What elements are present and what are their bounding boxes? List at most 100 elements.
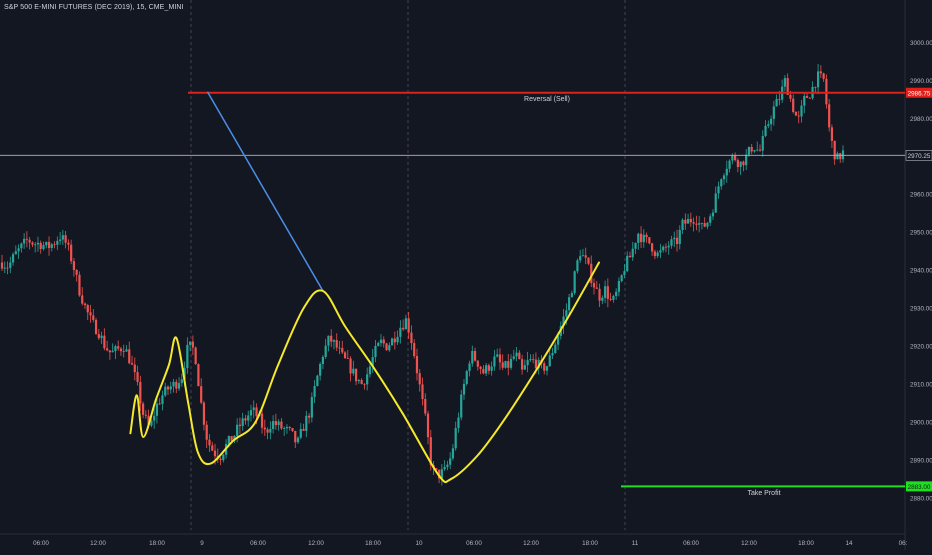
x-tick-label: 18:00 <box>798 540 814 547</box>
candle-body <box>789 94 792 99</box>
candle-body <box>512 356 515 359</box>
y-tick-label: 2910.00 <box>910 381 932 388</box>
candle-body <box>285 427 289 429</box>
candle-body <box>208 439 211 446</box>
candle-body <box>482 368 485 374</box>
candle-body <box>797 115 800 117</box>
candle-body <box>568 297 571 311</box>
x-tick-label: 18:00 <box>582 540 598 547</box>
candle-body <box>352 368 355 374</box>
candle-body <box>645 234 648 238</box>
candle-body <box>150 420 153 426</box>
candle-body <box>17 248 20 252</box>
candle-body <box>222 454 225 461</box>
candle-body <box>252 407 255 411</box>
candle-body <box>504 361 507 368</box>
candle-body <box>368 366 372 375</box>
candle-body <box>42 245 45 250</box>
candle-body <box>244 418 247 421</box>
candle-body <box>487 365 490 371</box>
candle-body <box>590 263 593 284</box>
x-tick-label: 12:00 <box>523 540 539 547</box>
candle-body <box>656 252 659 257</box>
candle-body <box>34 244 37 246</box>
x-tick-label: 06: <box>899 540 908 547</box>
candle-body <box>363 383 366 385</box>
candle-body <box>349 358 352 374</box>
candle-body <box>490 366 493 371</box>
take-profit-label: Take Profit <box>747 490 780 497</box>
price-tag <box>905 150 932 161</box>
candles-group <box>0 63 845 486</box>
candle-body <box>202 402 206 425</box>
candle-body <box>36 242 40 245</box>
candle-body <box>573 271 576 294</box>
candle-body <box>601 297 604 301</box>
candle-body <box>424 399 427 414</box>
candle-body <box>327 335 330 346</box>
candle-body <box>717 186 720 194</box>
candle-body <box>576 260 579 272</box>
candle-body <box>609 298 612 300</box>
candle-body <box>335 340 338 348</box>
x-tick-label: 14 <box>845 540 853 547</box>
candle-body <box>407 318 410 333</box>
y-tick-label: 2960.00 <box>910 192 932 199</box>
candle-body <box>767 124 770 126</box>
y-tick-label: 2980.00 <box>910 116 932 123</box>
trend-line <box>206 91 324 292</box>
candle-body <box>213 450 217 457</box>
candle-body <box>219 458 222 461</box>
candle-body <box>39 242 42 250</box>
candle-body <box>75 269 78 275</box>
candle-body <box>443 466 446 470</box>
candle-body <box>426 413 430 438</box>
candle-body <box>473 350 477 361</box>
candle-body <box>147 415 150 426</box>
candle-body <box>316 375 319 387</box>
candle-body <box>742 161 745 166</box>
candle-body <box>515 352 518 357</box>
candle-body <box>92 315 95 320</box>
candle-body <box>526 360 529 366</box>
candle-body <box>3 267 6 269</box>
candle-body <box>595 287 598 289</box>
candle-body <box>357 380 360 382</box>
candle-body <box>283 428 286 429</box>
candle-body <box>651 243 654 252</box>
candle-body <box>119 348 123 352</box>
candle-body <box>177 383 181 389</box>
x-tick-label: 11 <box>632 540 639 547</box>
candle-body <box>534 359 538 369</box>
candle-body <box>800 105 803 117</box>
candle-body <box>518 352 521 360</box>
candle-body <box>598 288 601 301</box>
candle-body <box>556 335 560 345</box>
candle-body <box>125 349 128 352</box>
candle-body <box>122 351 125 352</box>
candle-body <box>396 336 399 343</box>
candle-body <box>670 239 673 246</box>
price-tag-label: 2883.00 <box>908 484 931 491</box>
candle-body <box>158 403 161 405</box>
candle-body <box>415 356 419 374</box>
candle-body <box>341 348 344 353</box>
candle-body <box>468 363 471 372</box>
candle-body <box>305 415 308 431</box>
candle-body <box>692 222 695 224</box>
candle-body <box>841 150 845 160</box>
y-tick-label: 2950.00 <box>910 230 932 237</box>
candle-body <box>628 255 632 258</box>
candle-body <box>493 356 496 367</box>
y-tick-label: 2900.00 <box>910 419 932 426</box>
candle-body <box>673 237 676 240</box>
candle-body <box>388 345 391 351</box>
candle-body <box>612 295 615 300</box>
reversal-sell-label: Reversal (Sell) <box>524 96 570 103</box>
candle-body <box>9 262 12 268</box>
candle-body <box>792 98 795 112</box>
candle-body <box>255 407 258 417</box>
candle-body <box>247 415 250 421</box>
